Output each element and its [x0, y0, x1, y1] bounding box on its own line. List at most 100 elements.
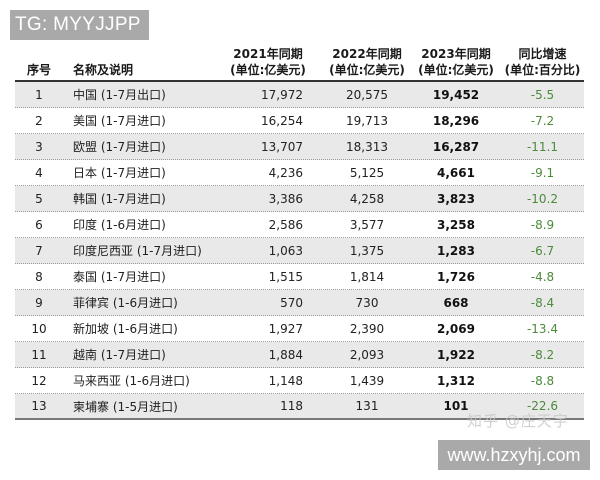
cell-2023: 16,287	[432, 139, 480, 154]
table-row: 6 印度 (1-6月进口) 2,586 3,577 3,258 -8.9	[15, 212, 584, 238]
cell-2023: 1,726	[437, 269, 475, 284]
cell-2022: 730	[355, 295, 379, 310]
cell-2021: 1,927	[268, 321, 303, 336]
header-index: 序号	[26, 63, 51, 77]
cell-index: 6	[35, 217, 43, 232]
cell-yoy: -6.7	[530, 243, 555, 258]
cell-index: 3	[35, 139, 43, 154]
header-yoy-title: 同比增速	[518, 47, 567, 61]
cell-2021: 1,063	[268, 243, 303, 258]
cell-2021: 570	[280, 295, 303, 310]
cell-name: 欧盟 (1-7月进口)	[73, 140, 166, 154]
header-2023-unit: (单位:亿美元)	[418, 63, 494, 77]
cell-name: 越南 (1-7月进口)	[73, 348, 166, 362]
table-row: 9 菲律宾 (1-6月进口) 570 730 668 -8.4	[15, 290, 584, 316]
cell-name: 中国 (1-7月出口)	[73, 88, 166, 102]
header-2022: 2022年同期 (单位:亿美元)	[323, 46, 411, 78]
cell-name: 美国 (1-7月进口)	[73, 114, 166, 128]
header-yoy: 同比增速 (单位:百分比)	[501, 46, 584, 78]
header-2021-unit: (单位:亿美元)	[230, 63, 306, 77]
header-2022-title: 2022年同期	[332, 47, 402, 61]
cell-index: 4	[35, 165, 43, 180]
cell-name: 马来西亚 (1-6月进口)	[73, 374, 190, 388]
cell-2021: 118	[280, 399, 303, 413]
cell-name: 日本 (1-7月进口)	[73, 166, 166, 180]
cell-yoy: -8.2	[530, 347, 555, 362]
cell-index: 1	[35, 87, 43, 102]
cell-2022: 131	[355, 399, 379, 413]
cell-yoy: -5.5	[530, 87, 555, 102]
cell-name: 泰国 (1-7月进口)	[73, 270, 166, 284]
cell-2023: 19,452	[432, 87, 480, 102]
tg-watermark-badge: TG: MYYJJPP	[10, 10, 149, 40]
header-2023: 2023年同期 (单位:亿美元)	[411, 46, 501, 78]
cell-2023: 1,922	[437, 347, 475, 362]
cell-2022: 18,313	[346, 139, 388, 154]
cell-2023: 3,823	[437, 191, 475, 206]
cell-name: 韩国 (1-7月进口)	[73, 192, 166, 206]
cell-2023: 668	[443, 295, 469, 310]
table-row: 13 柬埔寨 (1-5月进口) 118 131 101 -22.6	[15, 394, 584, 420]
cell-index: 11	[31, 347, 47, 362]
header-2023-title: 2023年同期	[421, 47, 491, 61]
cell-2023: 3,258	[437, 217, 475, 232]
trade-data-table: 序号 名称及说明 2021年同期 (单位:亿美元) 2022年同期 (单位:亿美…	[15, 40, 584, 420]
table-row: 10 新加坡 (1-6月进口) 1,927 2,390 2,069 -13.4	[15, 316, 584, 342]
cell-2021: 17,972	[261, 87, 303, 102]
table-row: 12 马来西亚 (1-6月进口) 1,148 1,439 1,312 -8.8	[15, 368, 584, 394]
cell-name: 菲律宾 (1-6月进口)	[73, 296, 178, 310]
cell-2022: 19,713	[346, 113, 388, 128]
cell-index: 5	[35, 191, 43, 206]
cell-yoy: -9.1	[530, 165, 555, 180]
cell-2022: 1,439	[349, 373, 385, 388]
table-row: 8 泰国 (1-7月进口) 1,515 1,814 1,726 -4.8	[15, 264, 584, 290]
table-row: 5 韩国 (1-7月进口) 3,386 4,258 3,823 -10.2	[15, 186, 584, 212]
cell-yoy: -11.1	[526, 139, 559, 154]
cell-2021: 13,707	[261, 139, 303, 154]
cell-2021: 3,386	[268, 191, 303, 206]
header-2021: 2021年同期 (单位:亿美元)	[213, 46, 323, 78]
cell-yoy: -4.8	[530, 269, 555, 284]
cell-index: 8	[35, 269, 43, 284]
cell-name: 新加坡 (1-6月进口)	[73, 322, 178, 336]
cell-yoy: -8.8	[530, 373, 555, 388]
cell-2023: 101	[443, 399, 469, 413]
cell-index: 12	[31, 373, 47, 388]
cell-yoy: -13.4	[526, 321, 559, 336]
cell-2022: 3,577	[349, 217, 385, 232]
cell-2021: 2,586	[268, 217, 303, 232]
table-row: 7 印度尼西亚 (1-7月进口) 1,063 1,375 1,283 -6.7	[15, 238, 584, 264]
header-2021-title: 2021年同期	[233, 47, 303, 61]
cell-index: 13	[31, 399, 47, 413]
cell-2023: 4,661	[437, 165, 475, 180]
cell-yoy: -10.2	[526, 191, 559, 206]
cell-2023: 1,312	[437, 373, 475, 388]
cell-2022: 5,125	[349, 165, 385, 180]
table-row: 4 日本 (1-7月进口) 4,236 5,125 4,661 -9.1	[15, 160, 584, 186]
table-row: 2 美国 (1-7月进口) 16,254 19,713 18,296 -7.2	[15, 108, 584, 134]
cell-2022: 20,575	[346, 87, 388, 102]
cell-name: 柬埔寨 (1-5月进口)	[73, 399, 178, 414]
cell-2022: 1,814	[349, 269, 385, 284]
cell-2021: 1,515	[268, 269, 303, 284]
table-header-row: 序号 名称及说明 2021年同期 (单位:亿美元) 2022年同期 (单位:亿美…	[15, 40, 584, 82]
cell-2021: 16,254	[261, 113, 303, 128]
cell-2022: 4,258	[349, 191, 385, 206]
cell-yoy: -8.4	[530, 295, 555, 310]
cell-index: 2	[35, 113, 43, 128]
header-2022-unit: (单位:亿美元)	[329, 63, 405, 77]
header-name: 名称及说明	[73, 63, 134, 77]
cell-name: 印度 (1-6月进口)	[73, 218, 166, 232]
cell-2022: 2,390	[349, 321, 385, 336]
cell-2021: 1,148	[268, 373, 303, 388]
cell-2022: 1,375	[349, 243, 385, 258]
cell-yoy: -22.6	[526, 399, 559, 413]
cell-yoy: -8.9	[530, 217, 555, 232]
table-row: 1 中国 (1-7月出口) 17,972 20,575 19,452 -5.5	[15, 82, 584, 108]
cell-2023: 1,283	[437, 243, 475, 258]
cell-2022: 2,093	[349, 347, 385, 362]
table-row: 11 越南 (1-7月进口) 1,884 2,093 1,922 -8.2	[15, 342, 584, 368]
cell-2023: 2,069	[437, 321, 475, 336]
cell-2021: 4,236	[268, 165, 303, 180]
cell-index: 10	[31, 321, 47, 336]
